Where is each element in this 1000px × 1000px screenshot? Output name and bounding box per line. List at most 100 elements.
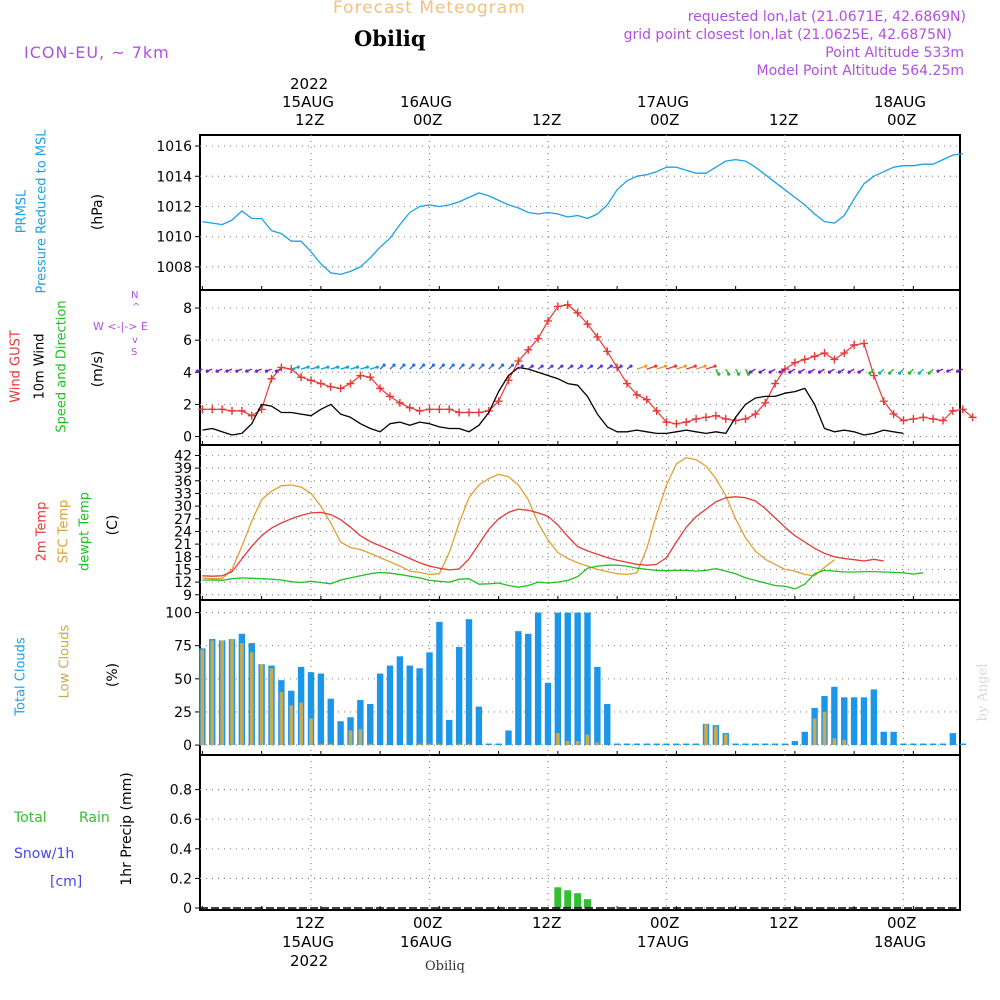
- compass-row: W <-|-> E: [93, 320, 148, 333]
- total-cloud-bar: [762, 743, 769, 746]
- top-hour-label: 00Z: [413, 111, 443, 129]
- y-tick-label: 1016: [156, 139, 192, 155]
- wind-arrow-head: [847, 370, 851, 374]
- wind-arrow-head: [451, 363, 455, 367]
- low-cloud-bar: [832, 738, 837, 746]
- wind-arrow-head: [629, 364, 633, 368]
- wind-arrow-head: [956, 369, 960, 373]
- total-cloud-bar: [623, 743, 631, 746]
- wind-gust-point: [909, 414, 918, 423]
- wind-arrow-head: [837, 370, 841, 374]
- wind-arrow-head: [673, 364, 678, 368]
- wind-gust-point: [741, 414, 750, 423]
- wind-gust-point: [958, 405, 967, 414]
- wind-gust-point: [583, 320, 592, 329]
- y-tick-label: 4: [183, 365, 192, 381]
- wind-gust-point: [761, 398, 770, 407]
- total-cloud-bar: [505, 730, 512, 746]
- wind-arrow-head: [713, 364, 717, 368]
- low-cloud-bar: [259, 664, 264, 746]
- total-cloud-bar: [831, 686, 838, 746]
- total-cloud-bar: [426, 652, 433, 746]
- wind-arrow-head: [375, 365, 379, 369]
- low-cloud-bar: [368, 743, 373, 746]
- total-cloud-bar: [929, 743, 937, 746]
- point-altitude: Point Altitude 533m: [825, 45, 964, 61]
- bottom-hour-label: 00Z: [413, 914, 443, 932]
- wind-gust-point: [702, 413, 710, 422]
- requested-coords: requested lon,lat (21.0671E, 42.6869N): [687, 9, 966, 25]
- total-cloud-bar: [406, 665, 413, 746]
- y-tick-label: 18: [174, 550, 192, 566]
- total-cloud-bar: [643, 743, 650, 746]
- wind-gust-point: [642, 395, 651, 404]
- wind-gust-point: [455, 408, 464, 417]
- wind-gust-point: [790, 358, 799, 367]
- total-cloud-bar: [613, 743, 621, 746]
- model-name: ICON-EU, ~ 7km: [24, 43, 170, 62]
- wind-gust-point: [524, 345, 533, 354]
- wind-gust-point: [830, 355, 839, 364]
- low-cloud-bar: [556, 733, 560, 746]
- top-hour-label: 12Z: [295, 111, 325, 129]
- wind-gust-point: [652, 406, 661, 415]
- wind-arrow-head: [205, 369, 209, 373]
- y-tick-label: 2: [183, 397, 192, 413]
- compass-down: v: [132, 335, 138, 346]
- wind-arrow-head: [798, 370, 802, 374]
- wind-arrow-head: [306, 365, 310, 369]
- total-cloud-bar: [357, 700, 364, 746]
- total-cloud-bar: [376, 673, 384, 746]
- low-cloud-bar: [417, 743, 422, 746]
- wind-gust-point: [721, 414, 730, 423]
- temp-2m-line: [202, 496, 884, 577]
- wind-gust-point: [267, 374, 276, 383]
- low-cloud-bar: [220, 640, 224, 746]
- y-tick-label: 21: [174, 537, 192, 553]
- wind-gust-point: [662, 418, 671, 427]
- y-tick-label: 1008: [156, 260, 192, 276]
- wind-gust-point: [889, 410, 898, 419]
- wind-gust-point: [968, 413, 977, 422]
- total-cloud-bar: [455, 647, 463, 746]
- total-cloud-bar: [416, 668, 423, 746]
- total-cloud-bar: [920, 743, 927, 746]
- low-cloud-bar: [565, 741, 570, 746]
- y-tick-label: 100: [165, 606, 192, 622]
- bottom-date-18aug: 18AUG: [874, 933, 926, 951]
- total-cloud-bar: [327, 698, 334, 746]
- wind-gust-point: [356, 371, 365, 380]
- wind-gust-point: [208, 405, 217, 414]
- total-cloud-bar: [485, 743, 492, 746]
- bottom-hour-label: 00Z: [887, 914, 917, 932]
- wind-gust-point: [563, 300, 572, 309]
- low-cloud-bar: [289, 705, 294, 746]
- wind-arrow-head: [758, 370, 762, 374]
- wind-gust-point: [850, 341, 859, 350]
- wind-arrow-head: [296, 365, 300, 369]
- compass-n: N: [131, 290, 139, 301]
- low-cloud-bar: [279, 692, 284, 746]
- y-tick-label: 1014: [156, 169, 192, 185]
- low-cloud-bar: [467, 743, 471, 746]
- wind-arrow-head: [382, 363, 386, 367]
- wind-gust-point: [860, 339, 868, 348]
- wind-arrow-head: [461, 363, 465, 367]
- bottom-date-15aug: 15AUG: [282, 933, 334, 951]
- wind-arrow-head: [550, 364, 554, 368]
- low-cloud-bar: [427, 743, 432, 746]
- y-tick-label: 39: [174, 461, 192, 477]
- model-point-altitude: Model Point Altitude 564.25m: [756, 63, 964, 79]
- low-cloud-bar: [210, 640, 215, 746]
- total-cloud-bar: [663, 743, 670, 746]
- wind-10m-line: [202, 366, 904, 436]
- wind-arrow-head: [355, 365, 360, 369]
- bottom-hour-label: 12Z: [295, 914, 325, 932]
- wind-gust-point: [425, 405, 434, 414]
- bottom-year: 2022: [290, 952, 329, 970]
- wind-arrow-head: [215, 369, 219, 373]
- low-cloud-bar: [269, 668, 274, 746]
- low-cloud-bar: [714, 726, 718, 746]
- wind-gust-point: [929, 414, 938, 423]
